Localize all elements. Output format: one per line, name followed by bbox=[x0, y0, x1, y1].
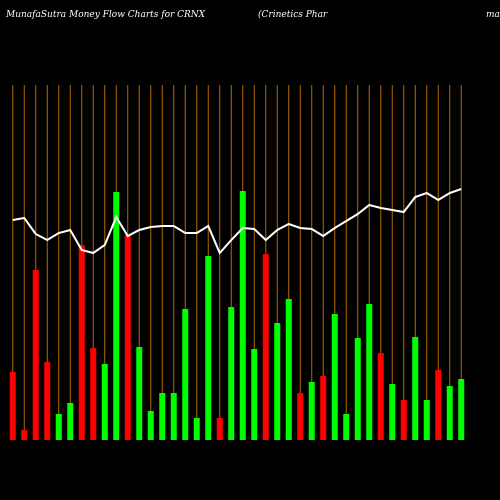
bar bbox=[320, 376, 327, 440]
bar bbox=[55, 414, 62, 440]
bar bbox=[216, 418, 223, 440]
bar bbox=[44, 362, 51, 440]
bar bbox=[147, 411, 154, 440]
bar bbox=[343, 414, 350, 440]
bar bbox=[308, 382, 315, 440]
bar bbox=[435, 370, 442, 440]
bar bbox=[377, 353, 384, 440]
bar bbox=[124, 235, 131, 440]
bar bbox=[251, 349, 258, 440]
bar bbox=[297, 393, 304, 440]
bar bbox=[239, 191, 246, 440]
bar bbox=[412, 337, 419, 440]
bar bbox=[21, 430, 28, 440]
bar bbox=[182, 309, 189, 440]
chart-subtitle: (Crinetics Phar bbox=[258, 9, 328, 20]
bar bbox=[90, 348, 97, 440]
bar bbox=[170, 393, 177, 440]
bar bbox=[458, 379, 465, 440]
bar bbox=[274, 323, 281, 440]
bar bbox=[423, 400, 430, 440]
bar bbox=[446, 386, 453, 440]
bar bbox=[78, 245, 85, 440]
bar bbox=[193, 418, 200, 440]
money-flow-line bbox=[12, 188, 462, 255]
bar bbox=[228, 307, 235, 440]
bar bbox=[9, 372, 16, 440]
bar bbox=[400, 400, 407, 440]
bar bbox=[136, 347, 143, 440]
bar bbox=[331, 314, 338, 440]
bar bbox=[159, 393, 166, 440]
bar bbox=[67, 403, 74, 440]
bar bbox=[389, 384, 396, 440]
chart-subtitle-end: ma bbox=[486, 10, 500, 20]
chart-title: MunafaSutra Money Flow Charts for CRNX bbox=[5, 10, 206, 20]
bar bbox=[101, 364, 108, 440]
bar bbox=[262, 254, 269, 440]
bar bbox=[366, 304, 373, 440]
bar bbox=[354, 338, 361, 440]
bar bbox=[32, 270, 39, 440]
bar bbox=[205, 256, 212, 440]
bar bbox=[285, 299, 292, 440]
bar bbox=[113, 192, 120, 440]
